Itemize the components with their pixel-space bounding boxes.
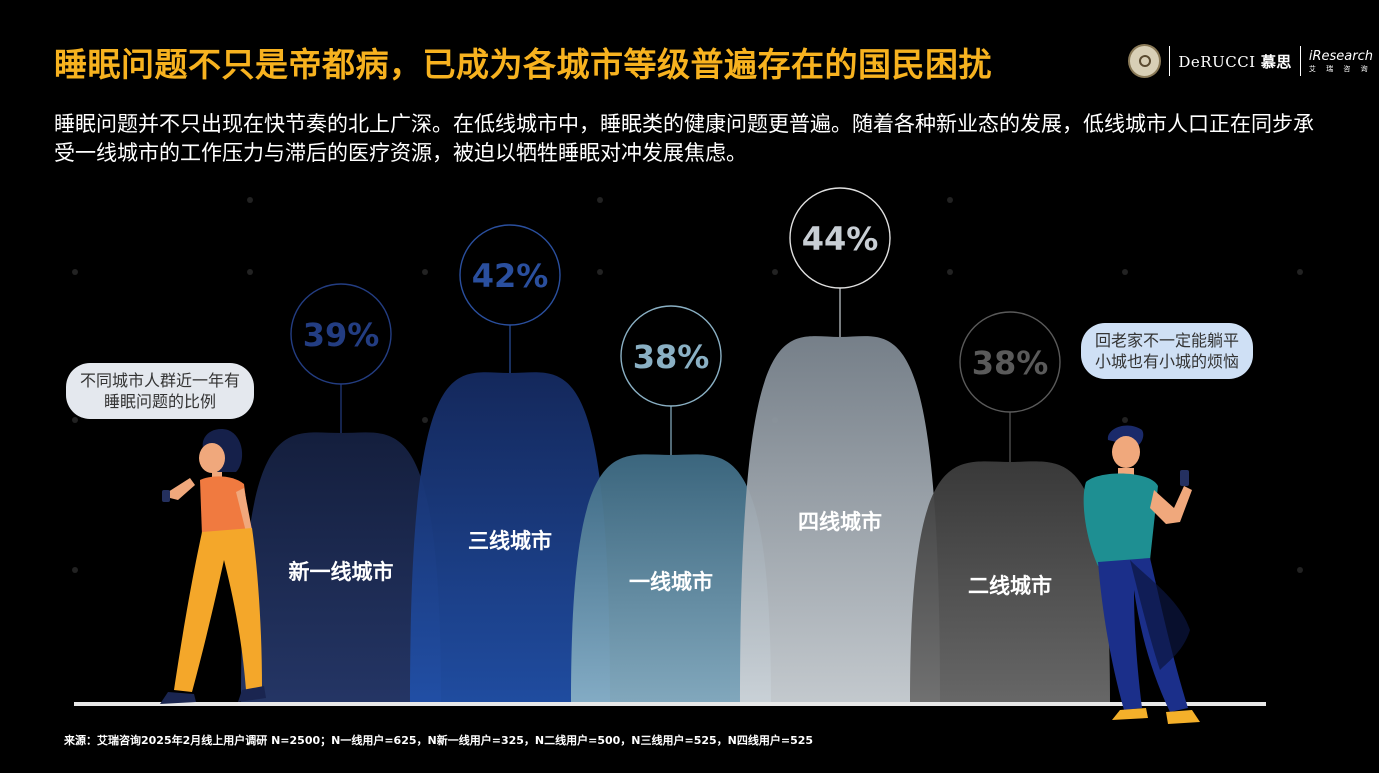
value-circle-4 [789, 187, 891, 289]
left-speech-bubble: 不同城市人群近一年有 睡眠问题的比例 [66, 363, 255, 419]
logo-divider-2 [1299, 46, 1301, 76]
value-label-1: 39% [303, 316, 380, 354]
value-label-2: 42% [472, 257, 549, 295]
mound-4 [740, 336, 940, 702]
category-label-1: 新一线城市 [289, 560, 394, 584]
logo-divider [1169, 46, 1171, 76]
brand-logos: DeRUCCI 慕思 iResearch 艾 瑞 咨 询 [1128, 42, 1373, 80]
right-bubble-text: 回老家不一定能躺平 小城也有小城的烦恼 [1095, 331, 1240, 371]
woman-with-phone-illustration [160, 429, 266, 704]
category-label-5: 二线城市 [968, 574, 1052, 598]
page-subtitle: 睡眠问题并不只出现在快节奏的北上广深。在低线城市中，睡眠类的健康问题更普遍。随着… [54, 112, 1314, 165]
mound-5 [910, 461, 1110, 702]
mound-1 [241, 432, 441, 702]
value-circle-1 [290, 283, 392, 385]
chart-mounds [241, 336, 1110, 702]
iresearch-logo: iResearch 艾 瑞 咨 询 [1308, 48, 1374, 73]
mound-2 [410, 372, 610, 702]
value-circle-2 [459, 224, 561, 326]
value-label-5: 38% [972, 344, 1049, 382]
chart-labels: 39% 新一线城市 42% 三线城市 38% 一线城市 44% 四线城市 38% 二线城市 [289, 187, 1061, 598]
category-label-4: 四线城市 [798, 510, 882, 534]
page-title: 睡眠问题不只是帝都病，已成为各城市等级普遍存在的国民困扰 [54, 45, 992, 84]
category-label-2: 三线城市 [468, 529, 552, 553]
derucci-seal-logo [1128, 44, 1162, 78]
value-circle-5 [959, 311, 1061, 413]
mound-3 [571, 454, 771, 702]
value-label-4: 44% [802, 220, 879, 258]
value-circle-3 [620, 305, 722, 407]
left-bubble-text: 不同城市人群近一年有 睡眠问题的比例 [80, 371, 241, 411]
source-note: 来源：艾瑞咨询2025年2月线上用户调研 N=2500；N一线用户=625，N新… [64, 734, 814, 747]
right-speech-bubble: 回老家不一定能躺平 小城也有小城的烦恼 [1081, 323, 1254, 379]
category-label-3: 一线城市 [629, 570, 713, 594]
man-with-phone-illustration [1083, 425, 1200, 724]
value-label-3: 38% [633, 338, 710, 376]
derucci-logo: DeRUCCI 慕思 [1178, 52, 1292, 71]
